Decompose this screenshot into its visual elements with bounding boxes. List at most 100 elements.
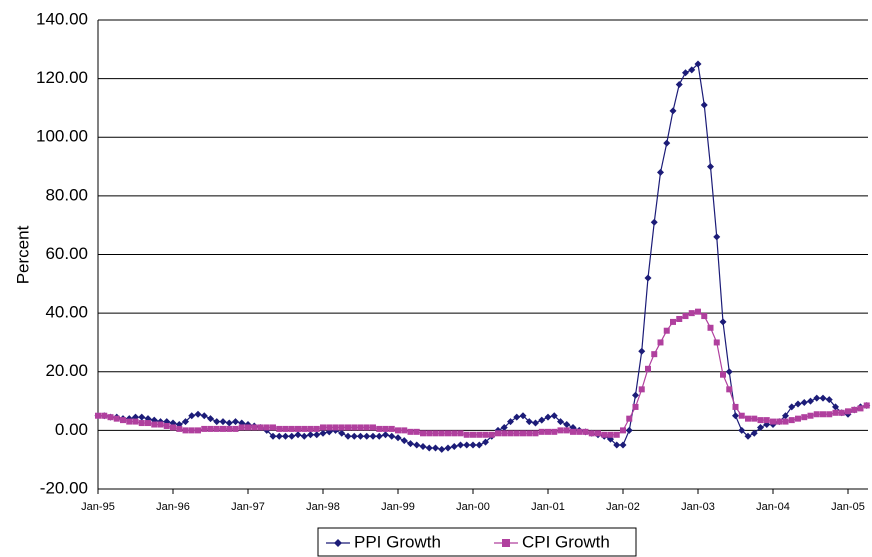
- point-marker: [376, 425, 383, 432]
- point-marker: [232, 425, 239, 432]
- point-marker: [195, 427, 201, 434]
- point-marker: [282, 425, 289, 432]
- point-marker: [213, 425, 220, 432]
- point-marker: [326, 424, 333, 431]
- x-tick-label: Jan-05: [831, 501, 865, 513]
- point-marker: [500, 423, 508, 431]
- point-marker: [288, 432, 296, 440]
- point-marker: [601, 431, 608, 438]
- point-marker: [350, 432, 358, 440]
- point-marker: [170, 424, 176, 431]
- point-marker: [513, 430, 520, 437]
- point-marker: [319, 429, 327, 437]
- point-marker: [788, 417, 795, 424]
- y-tick-label: 60.00: [45, 244, 88, 263]
- point-marker: [132, 418, 139, 425]
- point-marker: [676, 315, 683, 322]
- y-axis-label: Percent: [13, 225, 32, 284]
- point-marker: [395, 427, 401, 434]
- point-marker: [475, 441, 483, 449]
- point-marker: [545, 428, 551, 435]
- point-marker: [688, 310, 695, 317]
- point-marker: [357, 424, 364, 431]
- point-marker: [426, 430, 433, 437]
- point-marker: [813, 394, 821, 402]
- point-marker: [407, 440, 414, 448]
- point-marker: [713, 339, 720, 346]
- point-marker: [751, 415, 758, 422]
- point-marker: [251, 424, 258, 431]
- point-marker: [438, 430, 445, 437]
- point-marker: [613, 431, 620, 438]
- point-marker: [632, 403, 639, 410]
- point-marker: [201, 425, 208, 432]
- point-marker: [219, 418, 227, 426]
- point-marker: [470, 431, 476, 438]
- point-marker: [400, 437, 408, 445]
- y-tick-label: -20.00: [40, 478, 88, 497]
- point-marker: [332, 424, 339, 431]
- point-marker: [525, 418, 533, 426]
- y-tick-label: 40.00: [45, 303, 88, 322]
- point-marker: [520, 430, 526, 437]
- point-marker: [807, 412, 814, 419]
- y-tick-label: 0.00: [55, 420, 88, 439]
- point-marker: [695, 308, 701, 315]
- point-marker: [163, 422, 170, 429]
- point-marker: [482, 438, 489, 446]
- point-marker: [657, 339, 664, 346]
- point-marker: [451, 430, 458, 437]
- point-marker: [413, 441, 421, 449]
- point-marker: [526, 430, 533, 437]
- point-marker: [351, 424, 358, 431]
- point-marker: [707, 163, 714, 171]
- point-marker: [413, 428, 420, 435]
- x-tick-label: Jan-96: [156, 501, 190, 513]
- point-marker: [675, 80, 683, 88]
- point-marker: [700, 101, 708, 109]
- point-marker: [832, 403, 839, 411]
- point-marker: [813, 411, 820, 418]
- point-marker: [425, 444, 433, 452]
- point-marker: [732, 403, 739, 410]
- point-marker: [194, 410, 202, 418]
- point-marker: [626, 415, 633, 422]
- point-marker: [538, 428, 545, 435]
- point-marker: [275, 432, 283, 440]
- point-marker: [619, 441, 627, 449]
- point-marker: [807, 397, 814, 405]
- point-marker: [863, 402, 870, 409]
- point-marker: [651, 351, 658, 358]
- legend-box: [317, 527, 637, 557]
- point-marker: [644, 274, 652, 282]
- point-marker: [688, 66, 696, 74]
- point-marker: [588, 430, 595, 437]
- point-marker: [682, 313, 689, 320]
- x-tick-label: Jan-01: [531, 501, 565, 513]
- point-marker: [126, 418, 133, 425]
- point-marker: [800, 399, 808, 407]
- point-marker: [370, 424, 376, 431]
- point-marker: [557, 418, 564, 426]
- point-marker: [444, 444, 452, 452]
- point-marker: [582, 428, 589, 435]
- point-marker: [745, 415, 751, 422]
- point-marker: [563, 427, 570, 434]
- point-marker: [145, 420, 151, 427]
- point-marker: [669, 107, 677, 115]
- point-marker: [382, 431, 389, 439]
- point-marker: [725, 368, 733, 376]
- point-marker: [857, 405, 864, 412]
- point-marker: [782, 412, 789, 420]
- point-marker: [388, 432, 396, 440]
- y-tick-label: 20.00: [45, 361, 88, 380]
- point-marker: [820, 411, 826, 418]
- point-marker: [563, 421, 571, 429]
- x-tick-label: Jan-00: [456, 501, 490, 513]
- point-marker: [801, 414, 808, 421]
- x-tick-label: Jan-97: [231, 501, 265, 513]
- point-marker: [120, 417, 126, 424]
- x-tick-label: Jan-99: [381, 501, 415, 513]
- point-marker: [401, 427, 408, 434]
- point-marker: [463, 431, 470, 438]
